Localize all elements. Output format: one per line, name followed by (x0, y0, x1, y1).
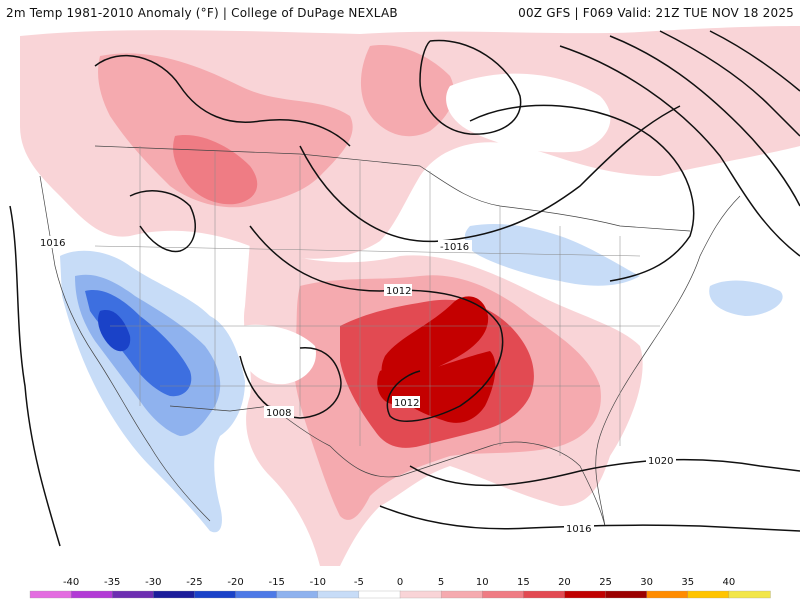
legend-tick-label: 15 (517, 577, 530, 588)
legend-tick-label: 5 (438, 577, 444, 588)
legend-tick-label: -30 (145, 577, 161, 588)
isobar-canada-loop (419, 39, 522, 135)
gulf-coast-line (329, 441, 606, 527)
legend-swatch (358, 590, 401, 599)
legend-swatch (112, 590, 154, 599)
isobar-1016-southeast (379, 505, 800, 532)
legend-tick-label: -25 (186, 577, 202, 588)
east-coast-line (595, 195, 741, 527)
legend-swatch (646, 590, 689, 599)
legend-swatch (70, 590, 113, 599)
isobar-1016-west (9, 205, 61, 547)
color-scale-legend: -40 -35 -30 -25 -20 -15 -10 -5 0 5 10 15 20 25 30 35 40 (0, 572, 800, 600)
legend-tick-label: 35 (681, 577, 694, 588)
legend-swatch (564, 590, 607, 599)
isobar-1016-north (299, 105, 681, 243)
legend-tick-label: -5 (354, 577, 364, 588)
isobar-northeast-4 (709, 30, 800, 92)
legend-swatch (399, 590, 442, 599)
legend-swatch (687, 590, 730, 599)
isobar-label-1012-north: 1012 (386, 286, 411, 297)
legend-tick-label: 0 (397, 577, 403, 588)
legend-swatch (440, 590, 483, 599)
isobar-northeast-2 (609, 35, 800, 207)
cold-area-southwest (98, 310, 131, 352)
cool-light-area-great-lakes (464, 224, 640, 286)
isobar-northwest (94, 54, 351, 147)
legend-swatch (728, 590, 771, 599)
legend-tick-label: 10 (476, 577, 489, 588)
hot-core-south (402, 351, 496, 423)
map-title: 2m Temp 1981-2010 Anomaly (°F) | College… (6, 6, 398, 20)
isobar-1020-east (409, 458, 800, 487)
isobar-great-lakes (469, 104, 695, 282)
isobar-1012-central (249, 225, 504, 422)
header-bar: 2m Temp 1981-2010 Anomaly (°F) | College… (0, 0, 800, 26)
legend-tick-label: 25 (599, 577, 612, 588)
legend-tick-labels: -40 -35 -30 -25 -20 -15 -10 -5 0 5 10 15 20 25 30 35 40 (63, 577, 735, 588)
legend-color-bar (29, 590, 771, 599)
neutral-area-southwest-interior (238, 324, 316, 385)
legend-tick-label: 40 (723, 577, 736, 588)
isobar-label-1016-west: 1016 (40, 238, 65, 249)
model-valid-time: 00Z GFS | F069 Valid: 21Z TUE NOV 18 202… (518, 6, 794, 20)
isobar-northeast-3 (659, 30, 800, 137)
isobar-label-1012-south: 1012 (394, 398, 419, 409)
isobar-1008-south (239, 347, 342, 419)
isobar-rockies (129, 190, 196, 253)
isobar-label-1020: 1020 (648, 456, 673, 467)
legend-swatch (482, 590, 524, 599)
cool-light-area-atlantic (709, 280, 783, 316)
legend-tick-label: -40 (63, 577, 79, 588)
legend-swatch (605, 590, 648, 599)
legend-swatch (317, 590, 360, 599)
isobar-label-1008: 1008 (266, 408, 291, 419)
legend-tick-label: -15 (268, 577, 284, 588)
anomaly-shading (20, 26, 800, 566)
temperature-anomaly-map: 1016 -1016 1012 1012 1008 1020 1016 (0, 26, 800, 572)
legend-tick-label: -20 (227, 577, 243, 588)
state-lines (94, 146, 660, 466)
isobar-label-1016-north: -1016 (440, 242, 469, 253)
legend-tick-label: 20 (558, 577, 571, 588)
isobars (9, 30, 800, 547)
legend-swatch (29, 590, 72, 599)
legend-swatch (194, 590, 237, 599)
legend-swatch (153, 590, 196, 599)
isobar-label-1016-south: 1016 (566, 524, 591, 535)
isobar-northeast-1 (559, 45, 800, 257)
legend-swatch (523, 590, 566, 599)
warm-mid-area-northwest (98, 53, 353, 208)
hot-core-north (381, 296, 489, 386)
legend-swatch (235, 590, 278, 599)
legend-swatch (276, 590, 319, 599)
legend-tick-label: -10 (310, 577, 326, 588)
legend-tick-label: 30 (640, 577, 653, 588)
legend-tick-label: -35 (104, 577, 120, 588)
isobar-labels: 1016 -1016 1012 1012 1008 1020 1016 (38, 236, 676, 535)
warm-mid-area-north (360, 45, 454, 137)
